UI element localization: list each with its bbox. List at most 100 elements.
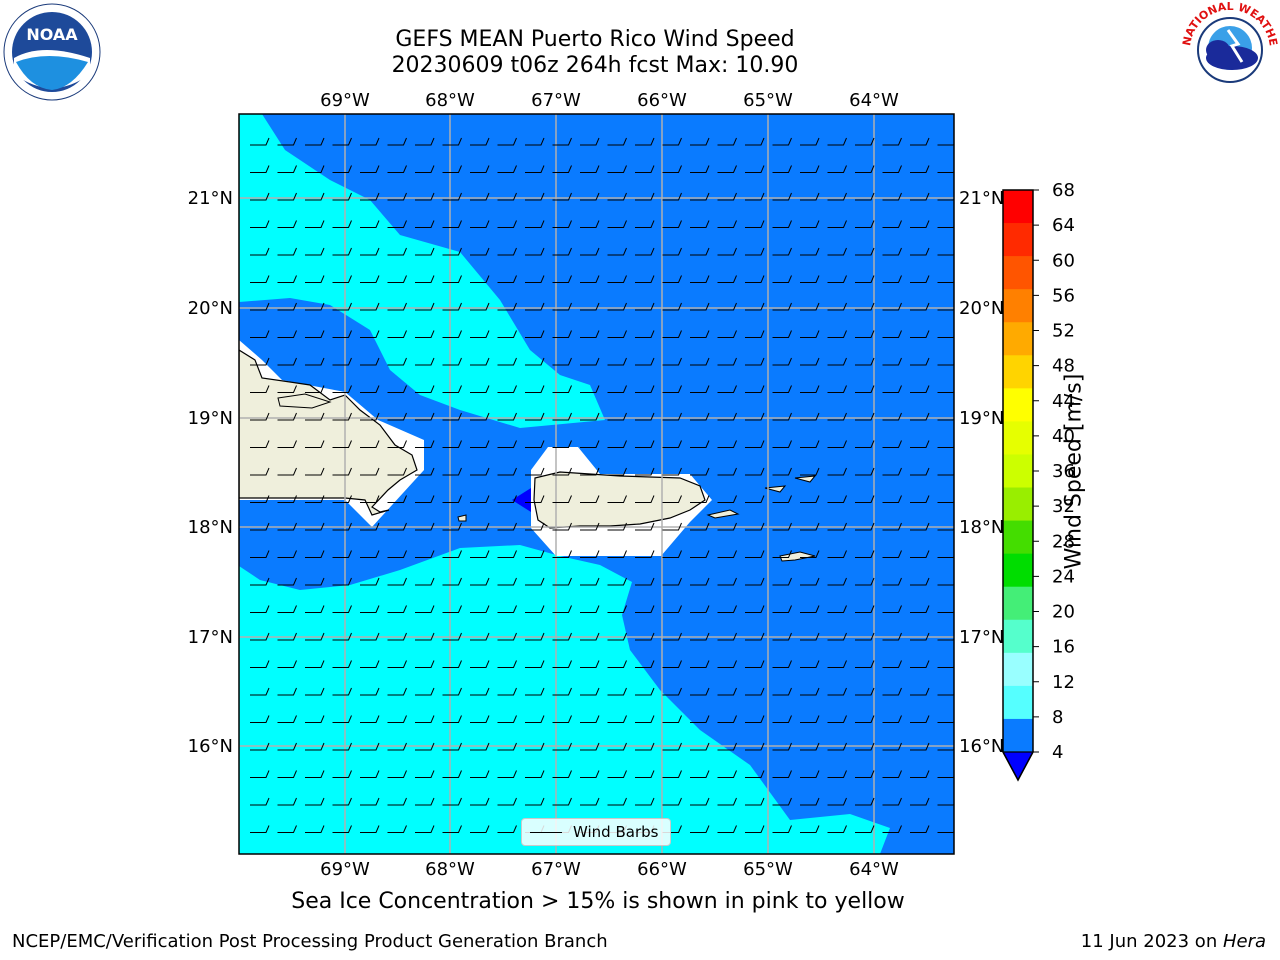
wind-barb: [662, 550, 682, 558]
wind-barb: [690, 825, 710, 833]
wind-barb: [772, 302, 792, 311]
wind-barb: [360, 770, 380, 778]
wind-barb: [360, 275, 380, 283]
lat-label-right: 18°N: [959, 517, 1004, 538]
wind-barb: [772, 165, 792, 173]
wind-barb: [387, 660, 407, 668]
lon-label-bottom: 64°W: [849, 859, 899, 880]
wind-barb: [305, 797, 325, 806]
wind-barb: [717, 412, 737, 421]
wind-barb: [497, 165, 517, 173]
wind-barb: [745, 495, 765, 503]
wind-barb: [552, 495, 572, 503]
wind-barb: [387, 440, 407, 448]
wind-barb: [277, 357, 297, 366]
wind-barb: [415, 247, 435, 256]
wind-barb: [800, 467, 820, 476]
wind-barb: [387, 220, 407, 228]
wind-barb: [745, 357, 765, 366]
wind-barb: [717, 440, 737, 448]
wind-barb: [387, 302, 407, 311]
wind-barb: [800, 825, 820, 833]
wind-barb: [415, 825, 435, 833]
wind-barb: [332, 165, 352, 173]
wind-barb: [277, 825, 297, 833]
legend-label: Wind Barbs: [573, 823, 659, 841]
wind-barb: [662, 165, 682, 173]
wind-barb: [497, 825, 517, 833]
wind-barb: [827, 412, 847, 421]
wind-barb: [607, 495, 627, 503]
wind-barb: [470, 165, 490, 173]
wind-barb: [910, 302, 930, 311]
wind-barb: [415, 220, 435, 228]
wind-barb: [332, 247, 352, 256]
wind-barb: [800, 330, 820, 338]
wind-barb: [442, 357, 462, 366]
wind-barb: [442, 385, 462, 393]
wind-barb: [332, 715, 352, 723]
wind-barb: [882, 660, 902, 668]
wind-barb: [332, 632, 352, 641]
wind-barb: [717, 330, 737, 338]
wind-barb: [855, 247, 875, 256]
wind-barb: [552, 687, 572, 696]
wind-barb: [662, 770, 682, 778]
wind-barb: [525, 577, 545, 586]
wind-barb: [882, 247, 902, 256]
lon-label-top: 64°W: [849, 90, 899, 111]
wind-barb: [415, 550, 435, 558]
wind-barb: [442, 522, 462, 531]
wind-barb: [497, 715, 517, 723]
lat-label-right: 19°N: [959, 408, 1004, 429]
wind-barb: [662, 137, 682, 146]
wind-barb: [332, 357, 352, 366]
lat-label-left: 17°N: [188, 627, 233, 648]
wind-barb: [855, 467, 875, 476]
wind-barb: [690, 797, 710, 806]
wind-barb: [497, 632, 517, 641]
wind-barb: [635, 577, 655, 586]
wind-barb: [800, 412, 820, 421]
wind-barb: [827, 302, 847, 311]
wind-barb: [662, 605, 682, 613]
wind-barb: [662, 247, 682, 256]
wind-barb: [827, 550, 847, 558]
lon-label-top: 69°W: [320, 90, 370, 111]
wind-barb: [497, 220, 517, 228]
noaa-logo: NOAA: [2, 2, 102, 102]
wind-barb: [580, 440, 600, 448]
wind-barb: [772, 550, 792, 558]
footer-branch: NCEP/EMC/Verification Post Processing Pr…: [12, 931, 608, 952]
wind-barb: [277, 742, 297, 751]
wind-barb: [855, 550, 875, 558]
wind-barb: [745, 440, 765, 448]
wind-barb: [250, 385, 270, 393]
wind-barb: [497, 275, 517, 283]
wind-barb: [305, 522, 325, 531]
wind-barb: [580, 412, 600, 421]
wind-barb: [882, 302, 902, 311]
wind-barb: [690, 357, 710, 366]
wind-barb: [305, 440, 325, 448]
wind-barb: [580, 220, 600, 228]
wind-barb: [855, 330, 875, 338]
colorbar-bin: [1003, 520, 1033, 555]
wind-barb: [717, 632, 737, 641]
wind-barb: [635, 550, 655, 558]
wind-barb: [442, 220, 462, 228]
wind-barb: [250, 577, 270, 586]
wind-barb: [690, 302, 710, 311]
wind-barb: [580, 715, 600, 723]
wind-barb: [717, 467, 737, 476]
wind-barb: [745, 742, 765, 751]
wind-barb: [415, 605, 435, 613]
wind-barb: [800, 192, 820, 201]
wind-barb: [250, 495, 270, 503]
colorbar-tick-label: 68: [1052, 180, 1075, 201]
wind-barb: [552, 660, 572, 668]
wind-barb: [442, 715, 462, 723]
map-area: [239, 114, 954, 854]
colorbar-tick-label: 48: [1052, 356, 1075, 377]
colorbar-tick-label: 4: [1052, 742, 1063, 763]
